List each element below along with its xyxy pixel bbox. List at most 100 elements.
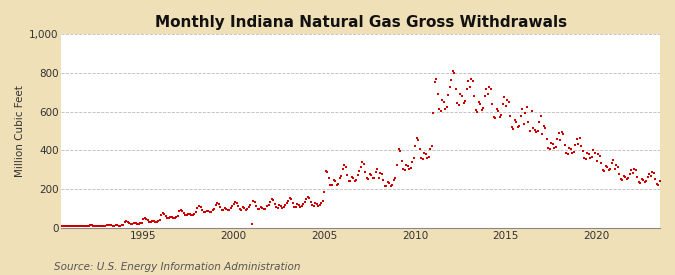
Point (645, 174, 656, 178)
Point (307, 203, 318, 208)
Point (259, 207, 269, 211)
Point (219, 206, 230, 210)
Point (612, 165, 623, 169)
Point (283, 199, 294, 203)
Point (441, 104, 452, 109)
Point (657, 182, 668, 186)
Point (600, 164, 611, 169)
Point (345, 179, 356, 184)
Point (273, 203, 284, 208)
Point (222, 208, 233, 213)
Point (622, 177, 632, 181)
Point (591, 159, 602, 164)
Point (196, 207, 207, 212)
Point (77, 224, 88, 229)
Point (587, 154, 597, 159)
Point (537, 132, 547, 136)
Point (224, 208, 235, 212)
Point (245, 203, 256, 207)
Point (623, 176, 634, 180)
Point (107, 224, 118, 228)
Point (520, 110, 531, 115)
Point (504, 100, 514, 104)
Point (218, 208, 229, 213)
Point (379, 183, 390, 188)
Point (126, 221, 136, 226)
Point (377, 171, 387, 176)
Point (367, 176, 378, 181)
Point (174, 209, 185, 214)
Point (290, 205, 301, 209)
Point (422, 156, 433, 160)
Point (396, 159, 407, 163)
Point (429, 80, 440, 85)
Point (461, 87, 472, 92)
Point (53, 224, 64, 229)
Point (242, 207, 252, 211)
Point (315, 203, 325, 208)
Point (395, 149, 406, 153)
Point (481, 86, 491, 91)
Point (568, 150, 579, 154)
Point (124, 220, 135, 225)
Point (279, 202, 290, 207)
Point (339, 163, 350, 167)
Point (349, 179, 360, 183)
Point (427, 143, 437, 148)
Point (410, 143, 421, 148)
Point (132, 221, 142, 226)
Point (186, 213, 197, 218)
Point (115, 224, 126, 228)
Point (321, 169, 331, 173)
Point (594, 153, 605, 158)
Point (446, 77, 457, 82)
Point (418, 150, 429, 155)
Point (80, 224, 91, 228)
Point (73, 224, 84, 229)
Point (284, 196, 295, 200)
Point (316, 200, 327, 205)
Point (661, 177, 672, 181)
Point (206, 210, 217, 214)
Point (632, 174, 643, 179)
Point (389, 178, 400, 183)
Point (546, 141, 557, 145)
Point (510, 118, 520, 122)
Point (112, 223, 123, 228)
Point (384, 181, 395, 186)
Point (67, 224, 78, 228)
Point (133, 221, 144, 226)
Point (589, 150, 600, 155)
Point (505, 114, 516, 118)
Point (488, 115, 499, 119)
Point (153, 219, 163, 223)
Point (85, 223, 96, 227)
Point (246, 222, 257, 227)
Point (639, 180, 650, 184)
Point (472, 109, 483, 114)
Point (51, 224, 62, 228)
Point (86, 223, 97, 228)
Point (180, 213, 191, 217)
Point (603, 168, 614, 172)
Point (265, 200, 275, 204)
Point (641, 179, 652, 183)
Point (526, 108, 537, 113)
Point (428, 111, 439, 116)
Point (61, 224, 72, 229)
Point (334, 176, 345, 181)
Point (162, 216, 173, 221)
Point (94, 224, 105, 228)
Point (239, 206, 250, 210)
Point (450, 87, 461, 92)
Point (633, 180, 644, 184)
Point (118, 223, 129, 227)
Point (597, 168, 608, 172)
Point (331, 183, 342, 187)
Point (532, 129, 543, 133)
Point (556, 130, 567, 134)
Point (306, 200, 317, 204)
Point (653, 183, 664, 187)
Point (478, 106, 489, 110)
Point (148, 219, 159, 223)
